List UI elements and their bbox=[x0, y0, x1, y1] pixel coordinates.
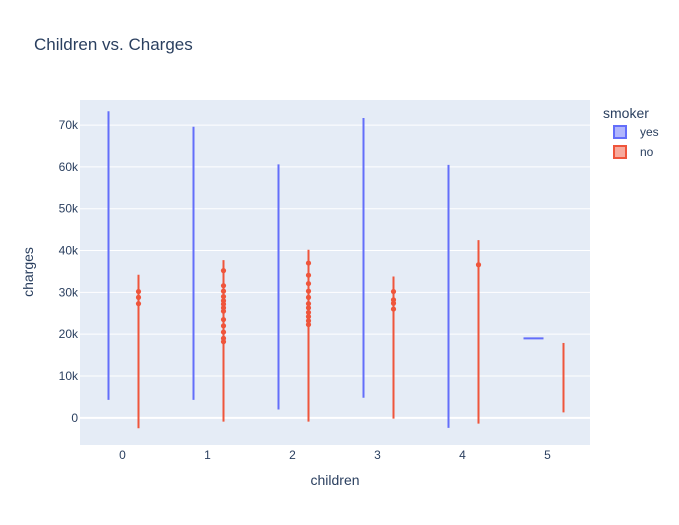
y-axis-label: charges bbox=[20, 247, 36, 297]
x-tick-label: 3 bbox=[374, 448, 381, 462]
y-tick-label: 20k bbox=[59, 327, 79, 341]
plot-area bbox=[80, 100, 590, 445]
legend-label-yes[interactable]: yes bbox=[640, 125, 659, 139]
outlier-point bbox=[220, 298, 227, 304]
y-tick-label: 70k bbox=[59, 118, 79, 132]
outlier-point bbox=[220, 329, 227, 335]
outlier-point bbox=[305, 280, 312, 287]
outlier-point bbox=[475, 262, 482, 268]
grid-lines bbox=[80, 124, 590, 419]
outlier-point bbox=[135, 301, 142, 307]
x-tick-label: 1 bbox=[204, 448, 211, 462]
outlier-point bbox=[305, 272, 312, 278]
outlier-point bbox=[390, 306, 397, 312]
chart-title: Children vs. Charges bbox=[34, 35, 193, 54]
outlier-point bbox=[220, 316, 227, 323]
outlier-point bbox=[135, 288, 142, 295]
outlier-point bbox=[305, 260, 312, 266]
outlier-point bbox=[390, 288, 397, 295]
outlier-point bbox=[220, 288, 227, 294]
outlier-point bbox=[305, 309, 312, 316]
outlier-point bbox=[305, 318, 312, 324]
outlier-point bbox=[305, 321, 312, 328]
legend: smoker yes no bbox=[603, 105, 659, 159]
box-marks bbox=[107, 111, 565, 429]
x-tick-labels: 0 1 2 3 4 5 bbox=[119, 448, 551, 462]
y-tick-label: 60k bbox=[59, 160, 79, 174]
legend-label-no[interactable]: no bbox=[640, 145, 654, 159]
y-tick-label: 10k bbox=[59, 369, 79, 383]
outlier-point bbox=[220, 268, 227, 274]
outlier-point bbox=[220, 305, 227, 311]
y-tick-label: 30k bbox=[59, 285, 79, 299]
y-tick-labels: 0 10k 20k 30k 40k 50k 60k 70k bbox=[59, 118, 79, 425]
outlier-point bbox=[305, 314, 312, 320]
outlier-point bbox=[220, 323, 227, 329]
x-tick-label: 2 bbox=[289, 448, 296, 462]
y-tick-label: 40k bbox=[59, 244, 79, 258]
outlier-point bbox=[305, 305, 312, 311]
x-tick-label: 5 bbox=[544, 448, 551, 462]
outlier-point bbox=[135, 294, 142, 300]
outlier-point bbox=[305, 294, 312, 300]
outlier-point bbox=[220, 293, 227, 300]
outlier-point bbox=[220, 335, 227, 341]
legend-swatch-no[interactable] bbox=[613, 145, 627, 159]
outlier-point bbox=[220, 283, 227, 289]
y-tick-label: 0 bbox=[71, 411, 78, 425]
legend-title: smoker bbox=[603, 105, 649, 121]
x-axis-label: children bbox=[310, 472, 359, 488]
y-tick-label: 50k bbox=[59, 202, 79, 216]
x-tick-label: 4 bbox=[459, 448, 466, 462]
outlier-point bbox=[305, 301, 312, 307]
outlier-point bbox=[390, 297, 397, 303]
x-tick-label: 0 bbox=[119, 448, 126, 462]
outlier-point bbox=[305, 288, 312, 294]
legend-swatch-yes[interactable] bbox=[613, 125, 627, 139]
